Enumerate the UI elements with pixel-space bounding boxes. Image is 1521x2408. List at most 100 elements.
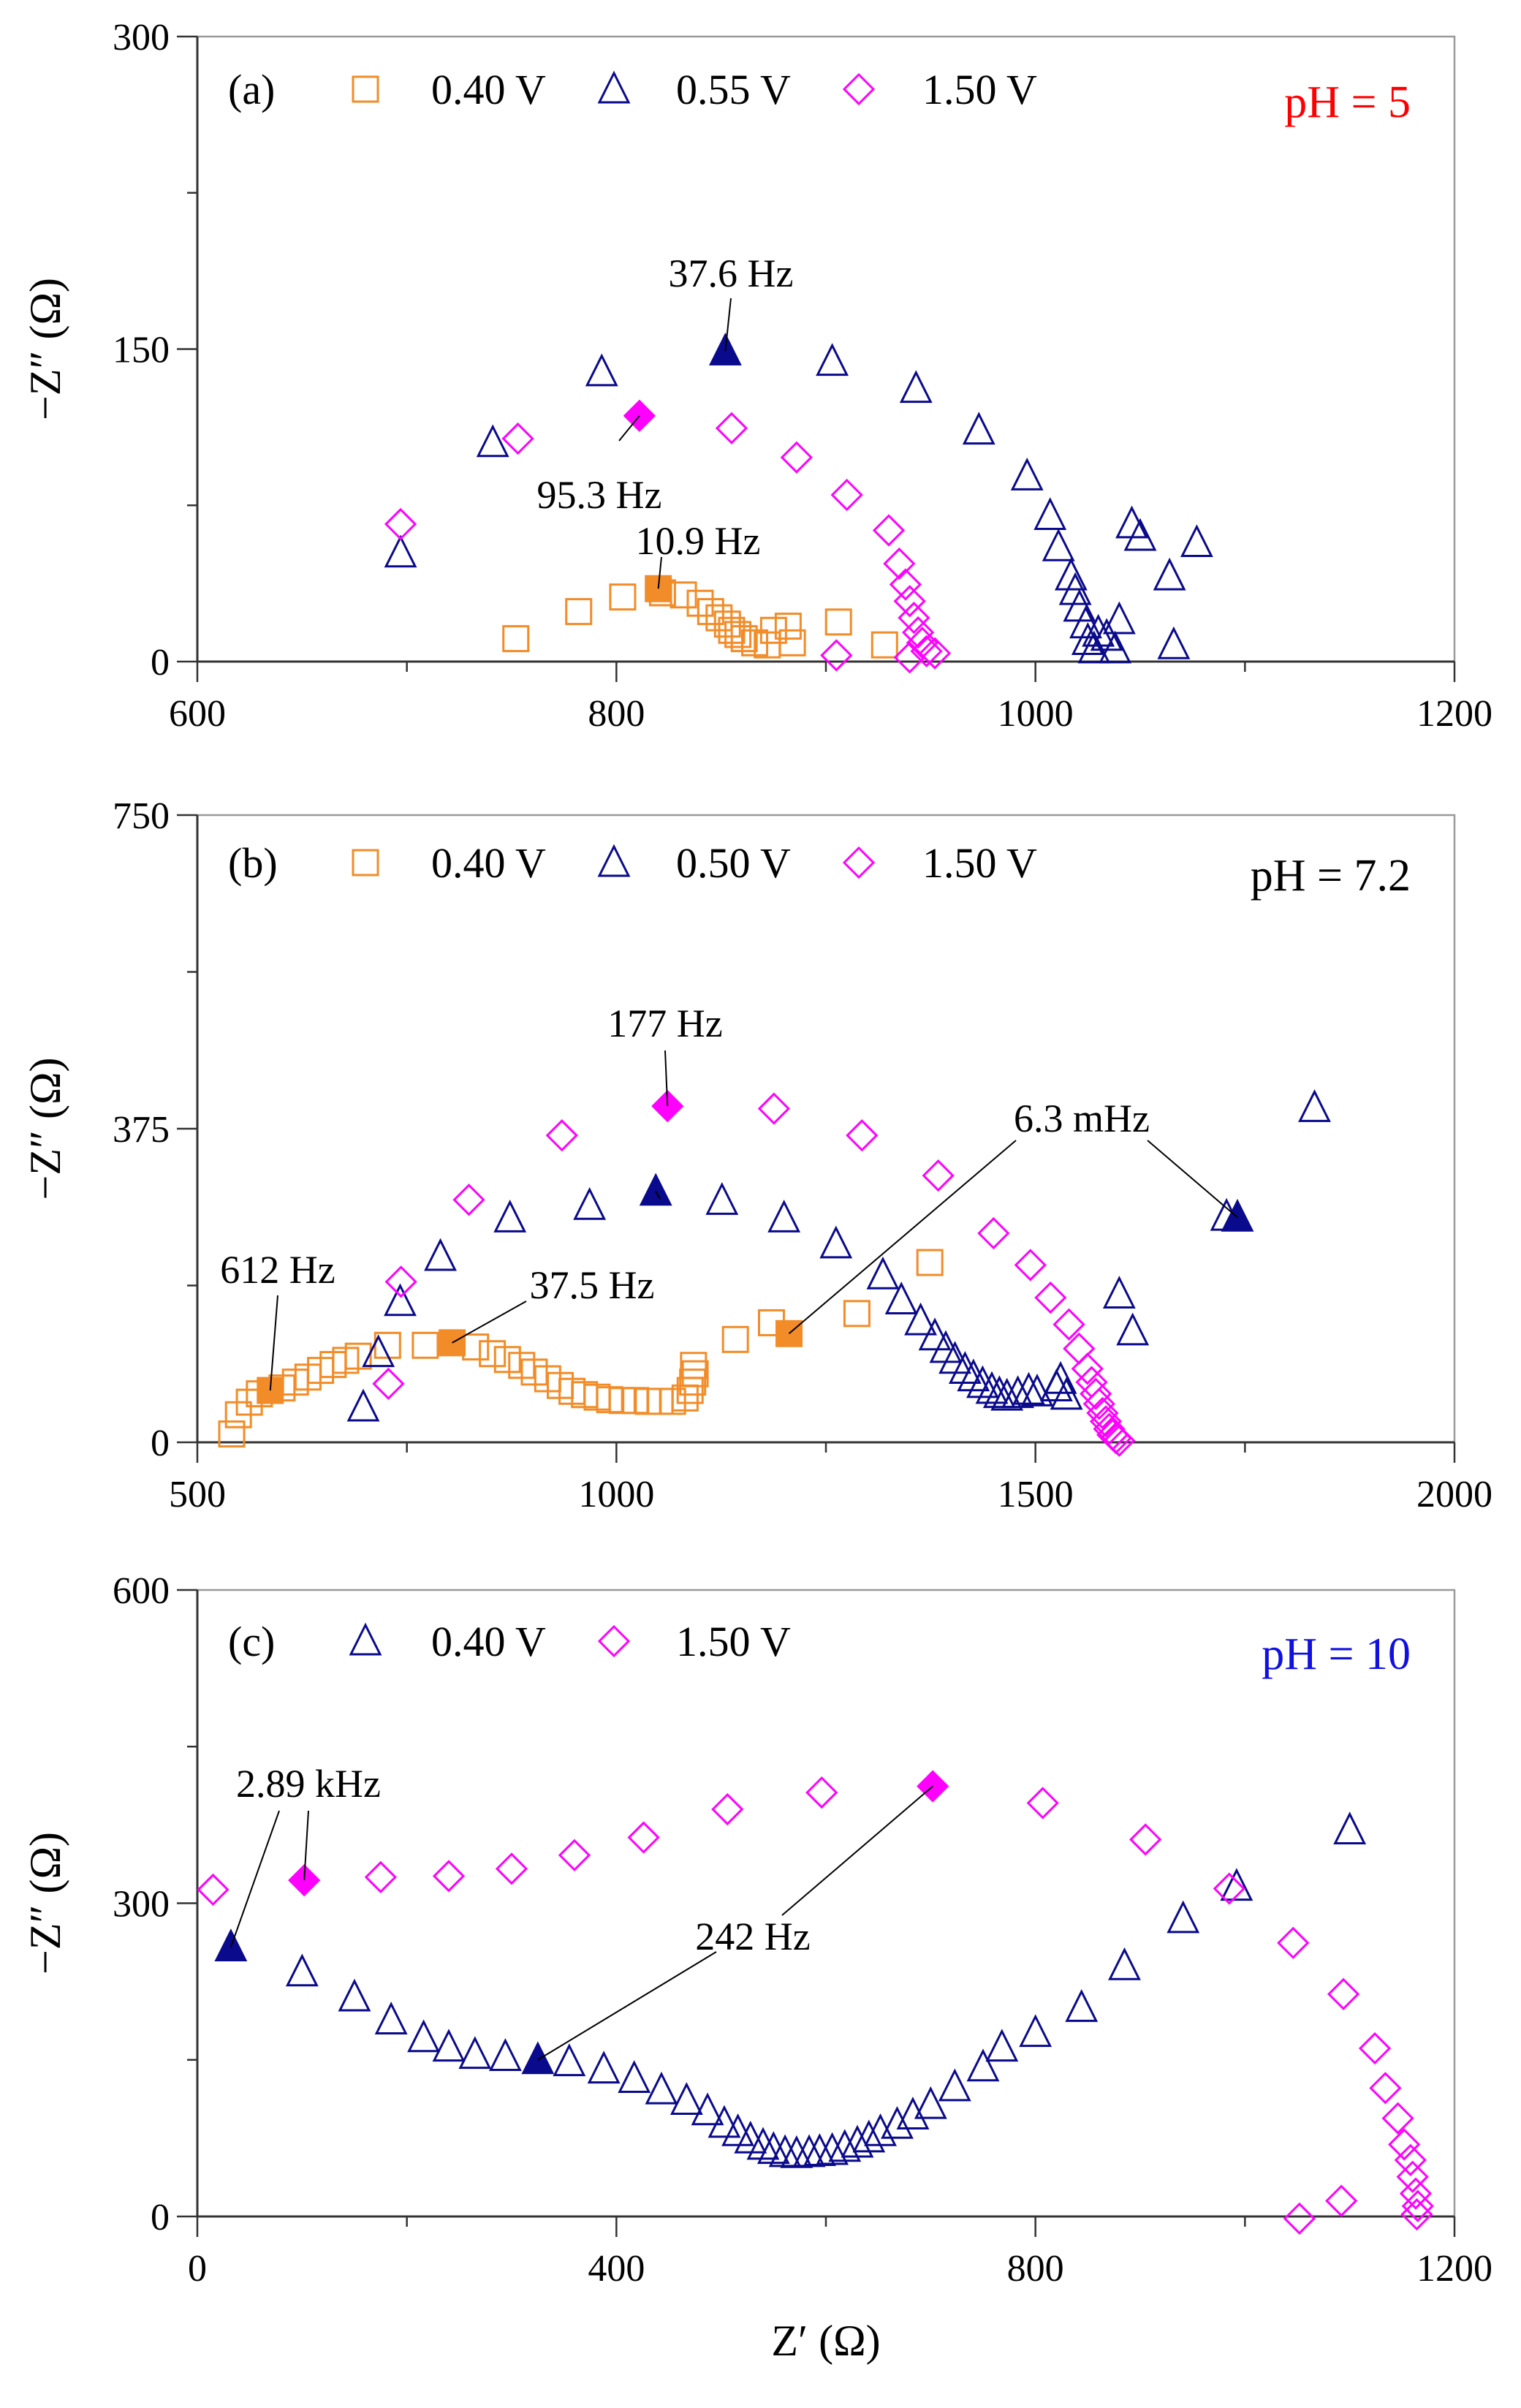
leader-line <box>655 1191 661 1200</box>
data-point <box>1052 1308 1085 1341</box>
data-point <box>458 2036 492 2070</box>
frequency-annotation: 2.89 kHz <box>236 1762 381 1806</box>
frequency-annotation: 10.9 Hz <box>636 519 761 563</box>
data-point <box>364 1860 397 1893</box>
data-point <box>757 1092 791 1125</box>
frequency-annotation: 37.6 Hz <box>669 251 794 295</box>
data-point <box>681 1360 709 1387</box>
data-point <box>948 1351 982 1384</box>
legend-marker <box>597 1624 631 1658</box>
data-point <box>1220 1868 1253 1901</box>
data-point <box>1388 2128 1421 2161</box>
legend-marker <box>352 75 379 103</box>
data-point <box>896 2097 930 2129</box>
data-point <box>1012 1371 1045 1405</box>
data-point <box>691 2092 724 2126</box>
data-point <box>816 343 849 376</box>
legend-marker <box>597 70 631 104</box>
data-point <box>828 2129 862 2162</box>
data-point <box>585 353 618 387</box>
data-point <box>501 422 534 455</box>
legend-label: 0.40 V <box>431 66 546 113</box>
data-point <box>767 1200 801 1233</box>
highlight-point <box>521 2041 555 2075</box>
series-150V <box>372 1092 1136 1457</box>
data-point <box>1019 2014 1052 2048</box>
data-point <box>1069 605 1102 639</box>
data-point <box>990 1377 1024 1411</box>
data-point <box>819 1225 853 1259</box>
leader-line <box>230 1810 280 1947</box>
data-point <box>627 1821 660 1854</box>
plot-frame <box>196 814 1456 1444</box>
panel-label: (b) <box>228 839 278 887</box>
data-point <box>344 1342 372 1370</box>
data-point <box>1283 2202 1316 2235</box>
data-point <box>609 583 637 611</box>
data-point <box>1333 1811 1367 1845</box>
data-point <box>1116 1312 1150 1346</box>
highlight-point <box>1221 1198 1254 1232</box>
frequency-annotation: 6.3 mHz <box>1014 1097 1150 1140</box>
x-axis-title: Z′ (Ω) <box>771 2317 880 2365</box>
y-axis-title: −Z″ (Ω) <box>21 278 69 420</box>
legend-label: 1.50 V <box>922 839 1037 887</box>
data-point <box>432 2029 466 2062</box>
data-point <box>452 1184 485 1216</box>
data-point <box>893 585 926 618</box>
data-point <box>1129 1823 1162 1856</box>
legend-marker <box>352 849 379 877</box>
x-tick-label: 1000 <box>578 1474 654 1515</box>
series-150V <box>197 1776 1434 2235</box>
data-point <box>938 2068 971 2102</box>
leader-line <box>724 298 732 352</box>
data-point <box>676 1377 704 1404</box>
data-point <box>902 616 935 649</box>
series-150V <box>384 412 952 674</box>
data-point <box>573 1186 607 1220</box>
data-point <box>977 1216 1010 1250</box>
panel-label: (a) <box>228 66 275 113</box>
data-point <box>476 424 509 458</box>
data-point <box>1157 626 1191 659</box>
ph-label: pH = 5 <box>1284 77 1411 127</box>
data-point <box>883 547 916 580</box>
data-point <box>1369 2072 1402 2105</box>
data-point <box>462 1333 490 1361</box>
frequency-annotation: 37.5 Hz <box>530 1263 655 1307</box>
data-point <box>898 602 930 635</box>
data-point <box>338 1978 371 2012</box>
data-point <box>680 1352 708 1379</box>
data-point <box>553 2043 586 2077</box>
data-point <box>899 370 933 404</box>
data-point <box>1065 1988 1099 2022</box>
data-point <box>805 1776 838 1809</box>
data-point <box>346 1388 380 1422</box>
data-point <box>1325 2184 1358 2217</box>
data-point <box>1102 601 1136 635</box>
data-point <box>756 2131 790 2165</box>
data-point <box>618 2060 651 2093</box>
data-point <box>1050 1377 1083 1410</box>
leader-line <box>781 1785 933 1916</box>
data-point <box>916 1249 944 1276</box>
y-axis-title: −Z″ (Ω) <box>21 1057 69 1200</box>
data-point <box>1167 1900 1200 1934</box>
data-point <box>493 1346 521 1374</box>
data-point <box>1042 528 1075 561</box>
data-point <box>1103 1424 1136 1457</box>
data-point <box>724 621 752 648</box>
y-tick-label: 150 <box>113 330 170 371</box>
data-point <box>1123 518 1157 551</box>
data-point <box>1089 1405 1123 1438</box>
data-point <box>1153 557 1186 591</box>
data-point <box>1093 1412 1126 1445</box>
data-point <box>372 1367 405 1401</box>
data-point <box>1180 524 1213 558</box>
leader-line <box>664 1050 669 1107</box>
data-point <box>872 514 906 547</box>
y-tick-label: 300 <box>113 17 170 58</box>
data-point <box>721 2113 755 2146</box>
data-point <box>645 2071 678 2105</box>
